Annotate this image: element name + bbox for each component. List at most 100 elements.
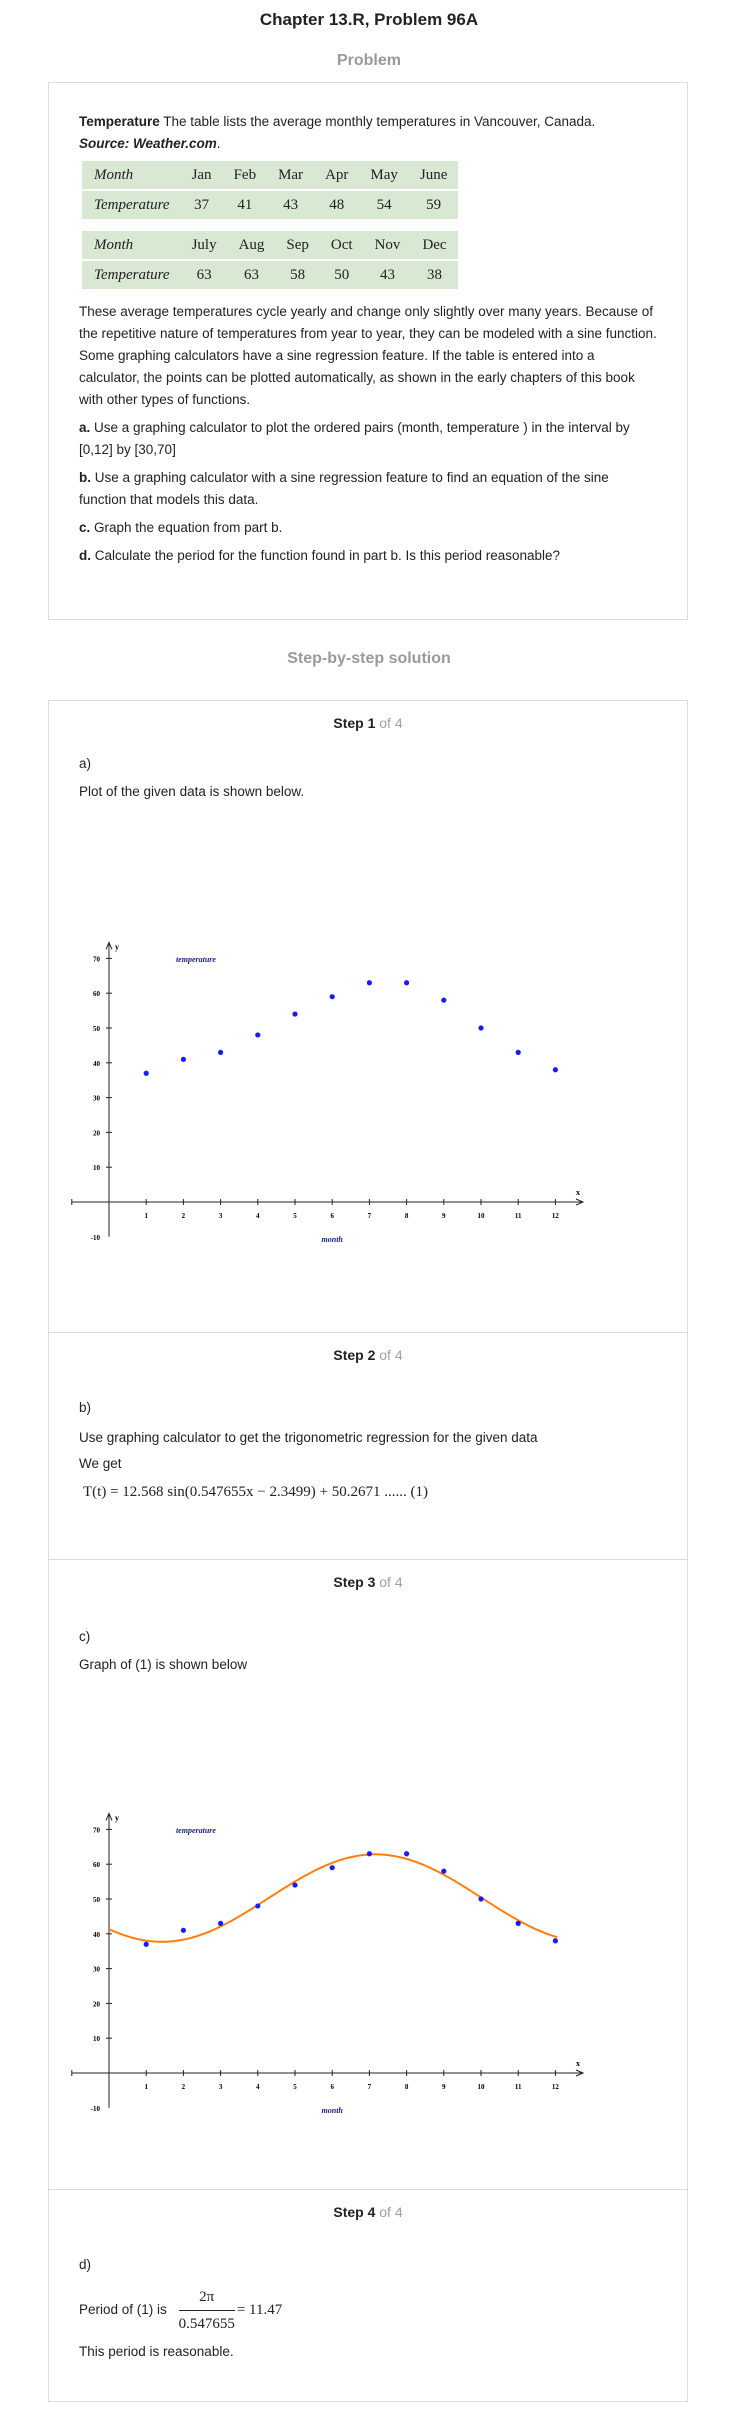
step-4-title: Step 4 bbox=[333, 2204, 376, 2220]
step-3-title: Step 3 bbox=[333, 1574, 376, 1590]
table-cell: Sep bbox=[275, 231, 320, 261]
table-cell: 50 bbox=[319, 261, 364, 291]
x-tick-label: 5 bbox=[293, 2083, 297, 2091]
x-axis-arrow bbox=[575, 2069, 585, 2077]
data-point bbox=[143, 1941, 149, 1947]
x-tick-label: 11 bbox=[515, 1212, 522, 1220]
x-axis-letter: x bbox=[576, 2059, 580, 2068]
data-point bbox=[366, 1851, 372, 1857]
step-3-text: Graph of (1) is shown below bbox=[79, 1657, 248, 1672]
part-c-label: c. bbox=[79, 520, 91, 535]
series-label: temperature bbox=[176, 955, 216, 964]
table-cell: June bbox=[408, 161, 459, 191]
table-cell: 41 bbox=[222, 191, 268, 221]
step-1-text: Plot of the given data is shown below. bbox=[79, 784, 305, 799]
regression-equation: T(t) = 12.568 sin(0.547655x − 2.3499) + … bbox=[83, 1484, 428, 1500]
data-point bbox=[143, 1070, 149, 1076]
table-cell: 63 bbox=[227, 261, 276, 291]
table-cell: 37 bbox=[180, 191, 223, 221]
temperature-table-1: Month Jan Feb Mar Apr May June Temperatu… bbox=[82, 161, 459, 221]
table-cell: 48 bbox=[314, 191, 360, 221]
step-3-part: c) bbox=[79, 1629, 91, 1644]
data-point bbox=[441, 1868, 447, 1874]
y-tick-label: 70 bbox=[93, 955, 101, 963]
table-header-month: Month bbox=[82, 231, 181, 261]
x-tick-label: 2 bbox=[182, 1212, 186, 1220]
x-axis-title: month bbox=[322, 1235, 344, 1244]
step-2-text2: We get bbox=[79, 1456, 122, 1471]
table-cell: 43 bbox=[267, 191, 315, 221]
part-d-text: Calculate the period for the function fo… bbox=[91, 548, 561, 563]
step-3-card: Step 3 of 4 c) Graph of (1) is shown bel… bbox=[48, 1559, 688, 2190]
period-fraction: 2π 0.547655 bbox=[178, 2286, 235, 2335]
problem-lead-bold: Temperature bbox=[79, 114, 160, 129]
x-tick-label: 4 bbox=[256, 2083, 260, 2091]
problem-source-end: . bbox=[216, 136, 221, 151]
table-header-temperature: Temperature bbox=[82, 261, 181, 291]
problem-intro: Temperature The table lists the average … bbox=[79, 111, 657, 155]
x-axis-arrow bbox=[575, 1198, 585, 1206]
data-point bbox=[255, 1032, 261, 1038]
y-tick-label-min: -10 bbox=[91, 1234, 101, 1242]
step-2-header: Step 2 of 4 bbox=[49, 1333, 687, 1363]
part-a-label: a. bbox=[79, 420, 91, 435]
part-b: b. Use a graphing calculator with a sine… bbox=[79, 467, 657, 511]
part-b-label: b. bbox=[79, 470, 91, 485]
data-point bbox=[515, 1920, 521, 1926]
data-point bbox=[404, 1851, 410, 1857]
x-tick-label: 7 bbox=[368, 2083, 372, 2091]
table-cell: Apr bbox=[314, 161, 360, 191]
y-tick-label: 70 bbox=[93, 1826, 101, 1834]
y-tick-label: 40 bbox=[93, 1060, 101, 1068]
y-tick-label: 30 bbox=[93, 1966, 101, 1974]
table-header-month: Month bbox=[82, 161, 181, 191]
x-tick-label: 3 bbox=[219, 2083, 223, 2091]
table-cell: July bbox=[180, 231, 228, 261]
data-point bbox=[404, 980, 410, 986]
data-point bbox=[552, 1938, 558, 1944]
table-cell: 58 bbox=[275, 261, 320, 291]
table-cell: May bbox=[359, 161, 409, 191]
step-1-header: Step 1 of 4 bbox=[49, 701, 687, 731]
step-2-title: Step 2 bbox=[333, 1347, 376, 1363]
x-axis-title: month bbox=[322, 2106, 344, 2115]
table-row: Temperature 63 63 58 50 43 38 bbox=[82, 261, 458, 291]
table-cell: Aug bbox=[227, 231, 276, 261]
data-point bbox=[218, 1920, 224, 1926]
y-tick-label: 20 bbox=[93, 2000, 101, 2008]
problem-source: Source: Weather.com bbox=[79, 136, 217, 151]
part-d: d. Calculate the period for the function… bbox=[79, 545, 657, 567]
x-tick-label: 3 bbox=[219, 1212, 223, 1220]
x-tick-label: 10 bbox=[478, 1212, 486, 1220]
step-4-of: of 4 bbox=[375, 2204, 403, 2220]
y-tick-label: 30 bbox=[93, 1095, 101, 1103]
y-tick-label: 10 bbox=[93, 2035, 101, 2043]
table-row: Month July Aug Sep Oct Nov Dec bbox=[82, 231, 458, 261]
step-3-header: Step 3 of 4 bbox=[49, 1560, 687, 1590]
x-tick-label: 1 bbox=[144, 2083, 148, 2091]
y-tick-label: 40 bbox=[93, 1931, 101, 1939]
data-point bbox=[329, 1865, 335, 1871]
table-cell: 63 bbox=[180, 261, 228, 291]
x-tick-label: 11 bbox=[515, 2083, 522, 2091]
table-cell: Jan bbox=[180, 161, 223, 191]
data-point bbox=[180, 1056, 186, 1062]
data-point bbox=[366, 980, 372, 986]
table-header-temperature: Temperature bbox=[82, 191, 181, 221]
x-tick-label: 8 bbox=[405, 1212, 409, 1220]
x-tick-label: 6 bbox=[330, 1212, 334, 1220]
table-cell: 59 bbox=[408, 191, 459, 221]
x-tick-label: 9 bbox=[442, 1212, 446, 1220]
table-cell: 54 bbox=[359, 191, 409, 221]
y-tick-label: 60 bbox=[93, 1861, 101, 1869]
reasonable-text: This period is reasonable. bbox=[79, 2344, 234, 2359]
x-tick-label: 12 bbox=[552, 2083, 560, 2091]
period-text: Period of (1) is bbox=[79, 2302, 167, 2318]
table-cell: 43 bbox=[363, 261, 412, 291]
y-axis-arrow bbox=[105, 941, 113, 950]
y-tick-label: 50 bbox=[93, 1896, 101, 1904]
data-point bbox=[478, 1025, 484, 1031]
fraction-denominator: 0.547655 bbox=[178, 2316, 235, 2332]
